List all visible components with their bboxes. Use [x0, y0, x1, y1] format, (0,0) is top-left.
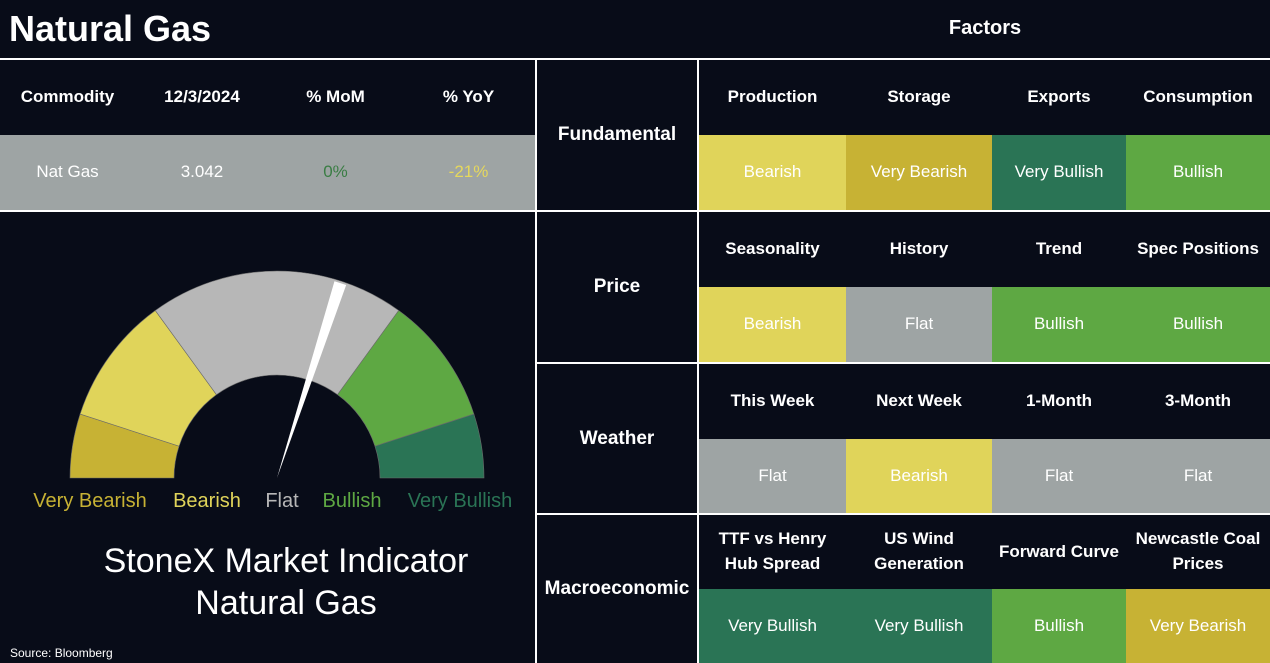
table-header: Commodity: [0, 60, 135, 135]
factor-signal: Flat: [846, 287, 992, 362]
factor-signal: Bullish: [1126, 287, 1270, 362]
gauge-band: [374, 413, 485, 479]
factor-name: Spec Positions: [1126, 212, 1270, 287]
factor-name: Trend: [992, 212, 1126, 287]
factor-group: Fundamental: [537, 60, 697, 210]
factor-signal: Very Bullish: [699, 589, 846, 663]
gauge-title: Natural Gas: [195, 584, 376, 622]
factor-name: Exports: [992, 60, 1126, 135]
table-cell: -21%: [402, 135, 535, 210]
factor-signal: Bearish: [846, 439, 992, 513]
factor-name: 3-Month: [1126, 364, 1270, 439]
table-cell: 0%: [269, 135, 402, 210]
gauge: Very Bearish Bearish Flat Bullish Very Bulli…: [10, 270, 513, 660]
factor-name: Production: [699, 60, 846, 135]
factor-signal: Bearish: [699, 135, 846, 210]
factor-name: Forward Curve: [992, 515, 1126, 589]
factor-name: US Wind Generation: [846, 515, 992, 589]
factor-signal: Flat: [699, 439, 846, 513]
gauge-label: Flat: [265, 490, 299, 512]
gauge-label: Very Bullish: [408, 490, 513, 512]
factor-group: Macroeconomic: [537, 515, 697, 663]
table-cell: 3.042: [135, 135, 269, 210]
gauge-label: Bullish: [323, 490, 382, 512]
page-title: Natural Gas: [9, 7, 212, 49]
gauge-label: Bearish: [173, 490, 241, 512]
table-header: % MoM: [269, 60, 402, 135]
factor-name: TTF vs Henry Hub Spread: [699, 515, 846, 589]
factor-name: Newcastle Coal Prices: [1126, 515, 1270, 589]
gauge-title: StoneX Market Indicator: [104, 542, 469, 580]
table-header: 12/3/2024: [135, 60, 269, 135]
source-note: Source: Bloomberg: [10, 646, 113, 660]
factor-signal: Very Bullish: [992, 135, 1126, 210]
factor-signal: Very Bearish: [1126, 589, 1270, 663]
table-cell: Nat Gas: [0, 135, 135, 210]
factor-name: Consumption: [1126, 60, 1270, 135]
factor-group: Weather: [537, 364, 697, 513]
factor-name: History: [846, 212, 992, 287]
factor-signal: Bearish: [699, 287, 846, 362]
gauge-label: Very Bearish: [33, 490, 146, 512]
header-bar: Natural Gas: [0, 0, 1270, 58]
factors-title: Factors: [948, 16, 1022, 39]
factor-signal: Very Bullish: [846, 589, 992, 663]
factor-signal: Bullish: [992, 287, 1126, 362]
gauge-needle: [277, 281, 347, 478]
factor-name: Storage: [846, 60, 992, 135]
factor-signal: Flat: [1126, 439, 1270, 513]
factor-signal: Bullish: [1126, 135, 1270, 210]
factor-group: Price: [537, 212, 697, 362]
table-header: % YoY: [402, 60, 535, 135]
factor-name: This Week: [699, 364, 846, 439]
factor-signal: Flat: [992, 439, 1126, 513]
factor-signal: Very Bearish: [846, 135, 992, 210]
factor-name: 1-Month: [992, 364, 1126, 439]
factor-name: Next Week: [846, 364, 992, 439]
factor-name: Seasonality: [699, 212, 846, 287]
factor-signal: Bullish: [992, 589, 1126, 663]
